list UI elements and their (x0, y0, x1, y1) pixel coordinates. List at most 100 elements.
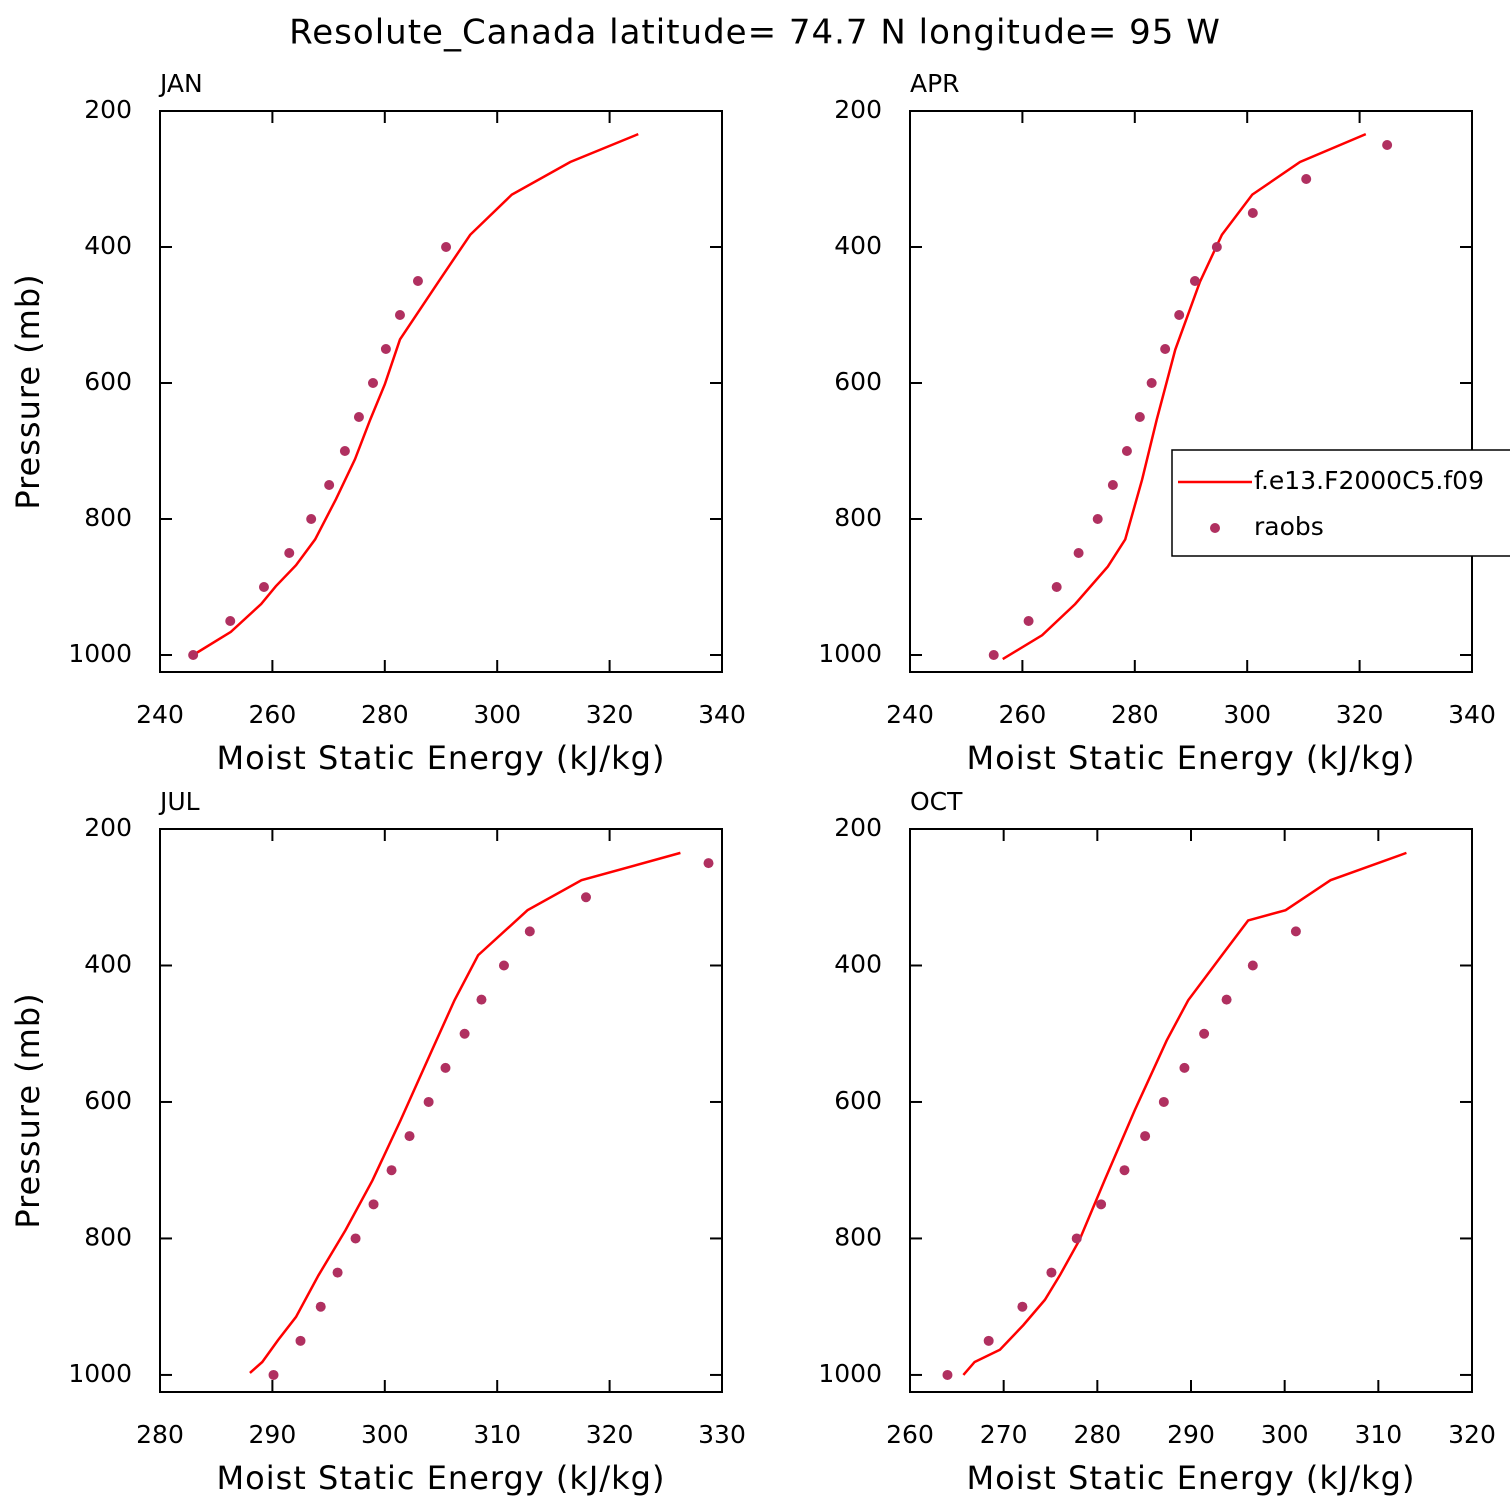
x-tick-label: 310 (473, 1420, 521, 1449)
y-tick-label: 1000 (818, 639, 882, 668)
obs-point (225, 616, 236, 626)
legend-label: f.e13.F2000C5.f09 (1254, 466, 1484, 495)
obs-point (1140, 1131, 1151, 1142)
y-tick-label: 200 (834, 813, 882, 842)
profile-line (192, 132, 639, 657)
x-tick-label: 280 (136, 1420, 184, 1449)
y-tick-label: 800 (84, 503, 132, 532)
y-tick-label: 600 (84, 367, 132, 396)
y-tick-label: 800 (834, 1222, 882, 1251)
profile-line (1002, 132, 1367, 661)
x-tick-label: 280 (1073, 1420, 1121, 1449)
x-tick-label: 240 (136, 700, 184, 729)
obs-point (1146, 378, 1157, 388)
obs-point (324, 480, 335, 490)
obs-point (423, 1096, 434, 1107)
obs-point (353, 412, 364, 422)
plot-frame (909, 110, 1473, 673)
obs-point (306, 514, 317, 524)
panel-title: JAN (158, 69, 203, 98)
page-title: Resolute_Canada latitude= 74.7 N longitu… (289, 13, 1221, 53)
obs-point (1119, 1165, 1130, 1176)
obs-point (368, 1199, 379, 1210)
y-axis-label: Pressure (mb) (9, 992, 47, 1228)
x-tick-label: 340 (1448, 700, 1496, 729)
obs-point (1211, 242, 1222, 252)
x-tick-label: 340 (698, 700, 746, 729)
obs-point (942, 1369, 953, 1380)
obs-point (988, 650, 999, 660)
y-tick-label: 1000 (68, 639, 132, 668)
obs-point (440, 1062, 451, 1073)
y-tick-label: 200 (84, 813, 132, 842)
profile-line (962, 851, 1407, 1376)
obs-point (386, 1165, 397, 1176)
obs-point (1017, 1301, 1028, 1312)
obs-point (498, 960, 509, 971)
obs-point (1107, 480, 1118, 490)
profile-line (249, 851, 681, 1374)
obs-point (268, 1369, 279, 1380)
obs-point (1046, 1267, 1057, 1278)
y-tick-label: 1000 (68, 1359, 132, 1388)
y-tick-label: 400 (84, 231, 132, 260)
obs-point (339, 446, 350, 456)
obs-point (1051, 582, 1062, 592)
x-tick-label: 320 (586, 700, 634, 729)
y-tick-label: 400 (834, 949, 882, 978)
obs-point (703, 858, 714, 869)
x-tick-label: 290 (249, 1420, 297, 1449)
obs-point (1301, 174, 1312, 184)
x-tick-label: 300 (1261, 1420, 1309, 1449)
obs-point (258, 582, 269, 592)
plot-frame (159, 110, 723, 673)
panel-title: OCT (910, 787, 963, 816)
obs-point (1071, 1233, 1082, 1244)
obs-point (1221, 994, 1232, 1005)
panel-title: JUL (158, 787, 200, 816)
obs-point (1247, 208, 1258, 218)
x-tick-label: 280 (1111, 700, 1159, 729)
y-tick-label: 400 (84, 949, 132, 978)
obs-point (1189, 276, 1200, 286)
obs-point (1096, 1199, 1107, 1210)
obs-point (412, 276, 423, 286)
x-tick-label: 330 (698, 1420, 746, 1449)
obs-point (332, 1267, 343, 1278)
obs-point (1023, 616, 1034, 626)
x-tick-label: 270 (980, 1420, 1028, 1449)
x-tick-label: 240 (886, 700, 934, 729)
x-tick-label: 290 (1167, 1420, 1215, 1449)
obs-point (1199, 1028, 1210, 1039)
y-axis-label: Pressure (mb) (9, 273, 47, 509)
plot-frame (909, 828, 1473, 1393)
obs-point (1382, 140, 1393, 150)
obs-point (295, 1335, 306, 1346)
legend-box (1171, 449, 1510, 557)
x-tick-label: 260 (249, 700, 297, 729)
x-tick-label: 320 (1448, 1420, 1496, 1449)
obs-point (1247, 960, 1258, 971)
x-tick-label: 300 (473, 700, 521, 729)
y-tick-label: 800 (834, 503, 882, 532)
obs-point (983, 1335, 994, 1346)
obs-point (1121, 446, 1132, 456)
legend-marker (1210, 523, 1220, 533)
obs-point (476, 994, 487, 1005)
x-tick-label: 300 (1223, 700, 1271, 729)
x-axis-label: Moist Static Energy (kJ/kg) (217, 1459, 666, 1497)
obs-point (1073, 548, 1084, 558)
plot-frame (159, 828, 723, 1393)
y-tick-label: 200 (834, 95, 882, 124)
x-tick-label: 280 (361, 700, 409, 729)
y-tick-label: 600 (834, 367, 882, 396)
x-tick-label: 300 (361, 1420, 409, 1449)
obs-point (1160, 344, 1171, 354)
y-tick-label: 800 (84, 1222, 132, 1251)
obs-point (404, 1131, 415, 1142)
x-axis-label: Moist Static Energy (kJ/kg) (217, 739, 666, 777)
obs-point (580, 892, 591, 903)
obs-point (524, 926, 535, 937)
obs-point (188, 650, 199, 660)
obs-point (380, 344, 391, 354)
